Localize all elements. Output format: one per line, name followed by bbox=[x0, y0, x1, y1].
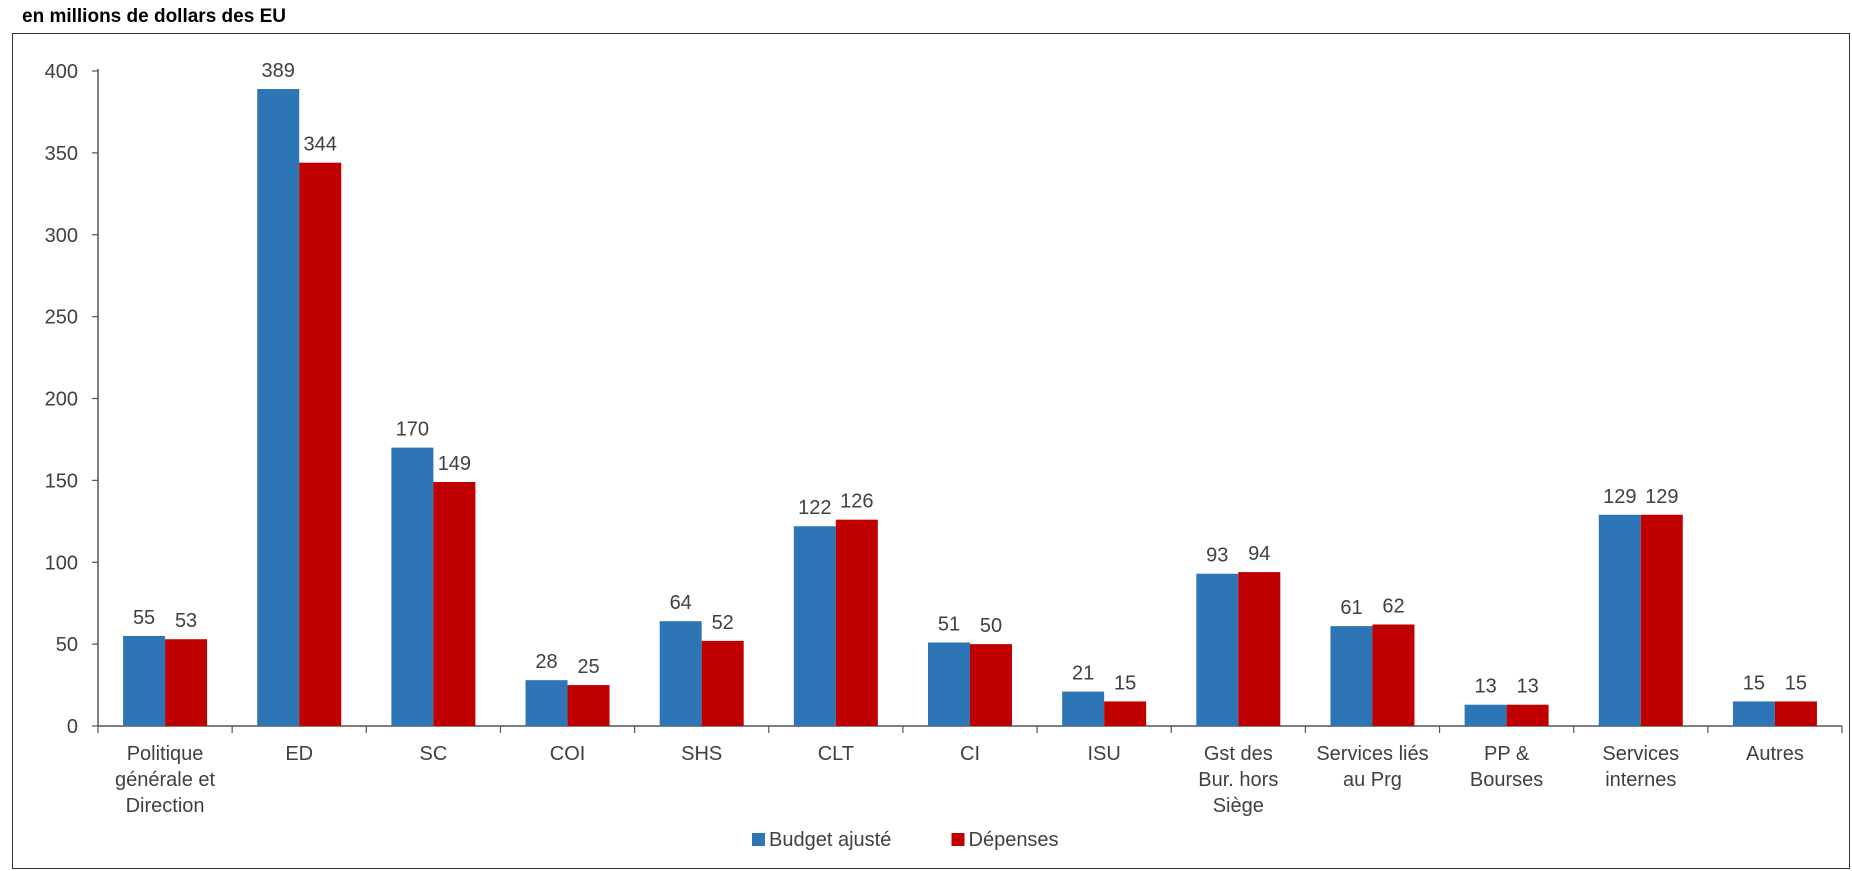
data-label-depenses: 13 bbox=[1516, 676, 1538, 698]
data-label-depenses: 53 bbox=[175, 610, 197, 632]
legend-swatch-depenses bbox=[951, 833, 965, 846]
data-label-depenses: 94 bbox=[1248, 543, 1270, 565]
data-label-budget: 61 bbox=[1340, 597, 1362, 619]
data-label-budget: 55 bbox=[133, 607, 155, 629]
bar-budget bbox=[123, 635, 166, 726]
y-tick-label: 50 bbox=[56, 634, 78, 656]
x-tick-label: PP & Bourses bbox=[1470, 743, 1543, 791]
bar-depenses bbox=[1640, 514, 1683, 726]
legend-label-budget: Budget ajusté bbox=[769, 829, 891, 851]
data-label-depenses: 62 bbox=[1382, 595, 1404, 617]
x-tick-label: SC bbox=[419, 743, 447, 765]
y-tick-label: 0 bbox=[67, 716, 78, 738]
bar-depenses bbox=[970, 644, 1012, 726]
bar-budget bbox=[793, 526, 836, 726]
y-tick-label: 400 bbox=[45, 61, 78, 83]
y-tick-label: 250 bbox=[45, 307, 78, 329]
chart-subtitle: en millions de dollars des EU bbox=[22, 6, 286, 27]
x-tick-label: Services internes bbox=[1602, 743, 1679, 791]
data-label-budget: 51 bbox=[938, 613, 960, 635]
data-label-budget: 93 bbox=[1206, 545, 1228, 567]
data-label-depenses: 25 bbox=[577, 656, 599, 678]
data-label-depenses: 149 bbox=[438, 453, 471, 475]
data-label-budget: 122 bbox=[798, 497, 831, 519]
bar-depenses bbox=[1774, 701, 1817, 726]
data-label-depenses: 15 bbox=[1114, 672, 1136, 694]
y-tick-label: 150 bbox=[45, 470, 78, 492]
bar-budget bbox=[1330, 626, 1373, 726]
legend-swatch-budget bbox=[752, 833, 765, 846]
data-label-depenses: 15 bbox=[1785, 672, 1807, 694]
x-tick-label: Politique générale et Direction bbox=[115, 743, 216, 817]
data-label-budget: 15 bbox=[1743, 672, 1765, 694]
x-tick-label: Services liés au Prg bbox=[1316, 743, 1428, 791]
data-label-budget: 13 bbox=[1474, 676, 1496, 698]
data-label-budget: 129 bbox=[1603, 486, 1636, 508]
x-tick-label: CLT bbox=[818, 743, 854, 765]
y-tick-label: 200 bbox=[45, 389, 78, 411]
y-tick-label: 100 bbox=[45, 552, 78, 574]
x-tick-label: Gst des Bur. hors Siège bbox=[1198, 743, 1278, 817]
x-tick-label: Autres bbox=[1746, 743, 1804, 765]
data-label-depenses: 126 bbox=[840, 491, 873, 513]
x-tick-label: SHS bbox=[681, 743, 722, 765]
data-label-depenses: 129 bbox=[1645, 486, 1678, 508]
bar-depenses bbox=[701, 640, 744, 726]
bar-depenses bbox=[1506, 704, 1549, 726]
data-label-depenses: 344 bbox=[304, 134, 337, 156]
bar-depenses bbox=[1104, 701, 1147, 726]
legend-label-depenses: Dépenses bbox=[969, 829, 1059, 851]
bar-depenses bbox=[299, 162, 342, 726]
bar-depenses bbox=[1372, 624, 1415, 726]
y-tick-label: 300 bbox=[45, 225, 78, 247]
chart-frame bbox=[12, 33, 1850, 869]
data-label-budget: 170 bbox=[396, 419, 429, 441]
bar-budget bbox=[659, 621, 702, 726]
bar-budget bbox=[1062, 691, 1105, 726]
bar-budget bbox=[1598, 514, 1641, 726]
bar-depenses bbox=[433, 482, 476, 726]
bar-budget bbox=[257, 89, 300, 726]
bar-budget bbox=[525, 680, 568, 726]
bar-depenses bbox=[835, 519, 878, 726]
y-tick-label: 350 bbox=[45, 143, 78, 165]
data-label-budget: 389 bbox=[262, 60, 295, 82]
x-tick-label: CI bbox=[960, 743, 980, 765]
bar-depenses bbox=[567, 685, 610, 726]
x-tick-label: ISU bbox=[1087, 743, 1120, 765]
bar-budget bbox=[1196, 573, 1239, 726]
bar-depenses bbox=[165, 639, 208, 726]
bar-budget bbox=[1732, 701, 1775, 726]
bar-budget bbox=[391, 447, 434, 726]
data-label-depenses: 52 bbox=[712, 612, 734, 634]
bar-depenses bbox=[1238, 572, 1281, 726]
bar-budget bbox=[1464, 704, 1507, 726]
data-label-budget: 21 bbox=[1072, 663, 1094, 685]
data-label-depenses: 50 bbox=[980, 615, 1002, 637]
data-label-budget: 28 bbox=[535, 651, 557, 673]
x-tick-label: ED bbox=[285, 743, 313, 765]
bar-budget bbox=[928, 642, 970, 726]
x-tick-label: COI bbox=[550, 743, 586, 765]
data-label-budget: 64 bbox=[670, 592, 692, 614]
